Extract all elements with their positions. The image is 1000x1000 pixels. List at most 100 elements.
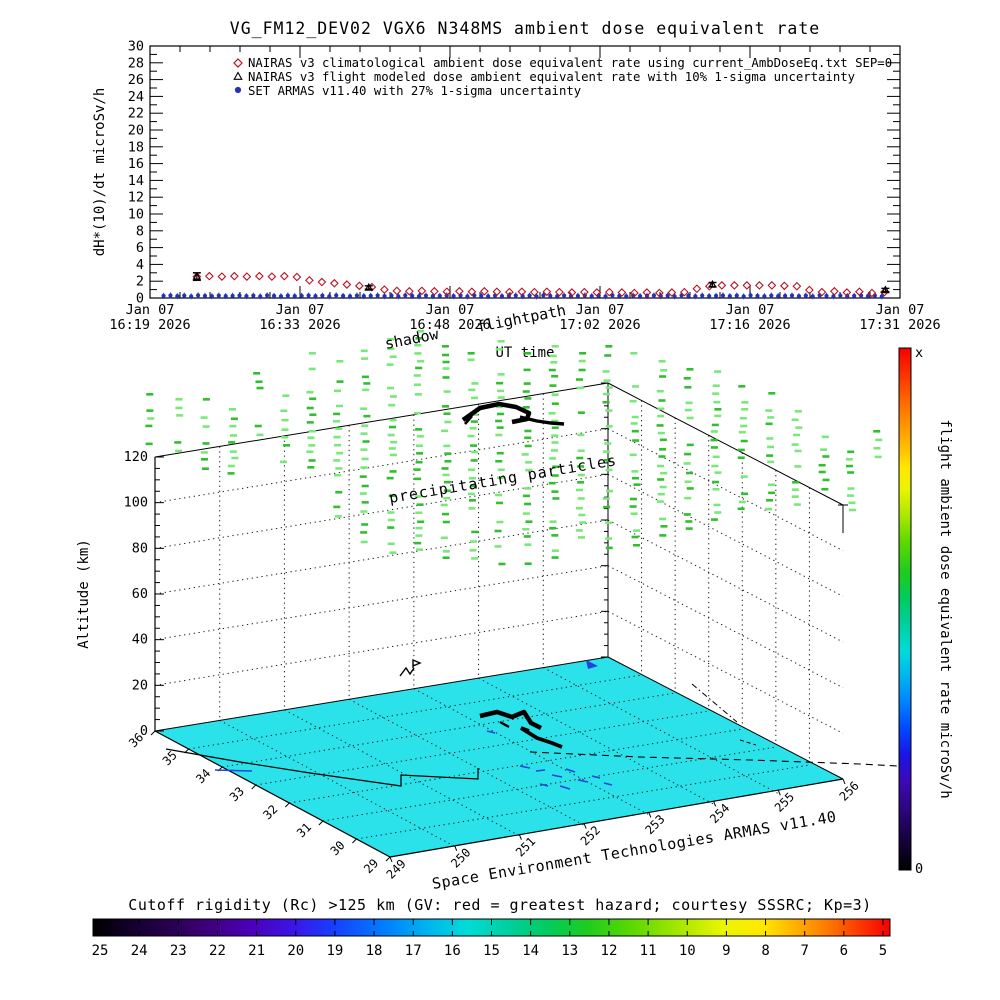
particle-dash <box>741 401 749 404</box>
flightpath-track <box>519 415 565 426</box>
particle-dash <box>361 523 369 526</box>
particle-dash <box>657 407 665 411</box>
colorbar-title: flight ambient dose equivalent rate micr… <box>937 419 953 798</box>
particle-dash <box>417 330 425 333</box>
floor-blue-mark <box>591 775 601 779</box>
map-floor <box>155 657 843 857</box>
lat-tick-label: 30 <box>328 838 348 858</box>
floor-lon-gridline <box>348 698 585 826</box>
particle-dash <box>228 441 236 444</box>
y-tick-label: 12 <box>128 190 144 206</box>
particle-dash <box>660 369 668 372</box>
particle-dash <box>713 503 721 507</box>
station-marker <box>399 658 422 677</box>
clim-diamond <box>654 288 664 298</box>
armas-point <box>299 293 304 298</box>
armas-point <box>465 294 470 299</box>
particle-dash <box>579 352 587 355</box>
particle-dash <box>413 383 421 387</box>
particle-dash <box>712 455 720 459</box>
lon-tick-label: 254 <box>707 801 732 826</box>
particle-dash <box>524 562 532 566</box>
y-tick-label: 0 <box>136 291 144 307</box>
armas-point <box>651 293 656 298</box>
particle-dash <box>657 492 665 496</box>
armas-point <box>216 293 221 298</box>
particle-dash <box>740 439 748 443</box>
particle-dash <box>684 385 692 389</box>
particle-dash <box>766 437 774 440</box>
clim-diamond <box>479 286 489 296</box>
y-tick-label: 24 <box>128 89 144 105</box>
open-diamond-icon <box>233 58 243 68</box>
floor-blue-mark <box>559 785 571 790</box>
particle-dash <box>309 397 317 401</box>
clim-diamond <box>867 288 877 298</box>
particle-dash <box>659 534 667 537</box>
clim-diamond <box>879 287 889 297</box>
particle-dash <box>145 424 153 428</box>
clim-diamond <box>342 280 352 289</box>
floor-lat-gridline <box>188 674 642 750</box>
clim-diamond <box>242 272 252 281</box>
cutoff-tick-label: 8 <box>761 943 769 959</box>
cutoff-tick-label: 16 <box>444 943 461 959</box>
particle-dash <box>387 526 395 529</box>
particle-dash <box>631 476 639 480</box>
lon-tick <box>648 812 652 818</box>
clim-diamond <box>767 281 777 290</box>
particle-dash <box>712 480 720 484</box>
armas-point <box>838 293 843 298</box>
clim-diamond <box>267 272 277 281</box>
particle-dash <box>467 492 475 496</box>
particle-dash <box>497 373 505 376</box>
particle-dash <box>469 426 477 430</box>
particle-dash <box>659 375 667 378</box>
particle-dash <box>390 440 398 444</box>
floor-blue-mark <box>214 769 253 772</box>
particle-dash <box>147 417 155 420</box>
armas-point <box>672 294 677 299</box>
lat-tick-label: 32 <box>260 802 280 822</box>
particle-dash <box>523 535 531 538</box>
plot-title: VG_FM12_DEV02 VGX6 N348MS ambient dose e… <box>230 19 820 38</box>
floor-back-right-edge <box>607 656 844 780</box>
particle-dash <box>254 424 262 428</box>
clim-diamond <box>604 287 614 297</box>
particle-dash <box>630 512 638 516</box>
particle-dash <box>847 450 855 454</box>
particle-dash <box>549 457 557 460</box>
particle-dash <box>605 546 613 550</box>
lat-tick <box>352 838 357 844</box>
particle-dash <box>603 392 611 396</box>
particle-dash <box>605 425 613 428</box>
armas-point <box>251 293 256 298</box>
clim-diamond <box>517 287 527 297</box>
particle-dash <box>576 378 584 381</box>
clim-diamond <box>379 285 389 294</box>
cutoff-tick-label: 22 <box>209 943 226 959</box>
particle-dash <box>306 390 314 394</box>
particle-dash <box>417 520 425 524</box>
flightpath-track <box>464 415 473 425</box>
particle-dash <box>714 471 722 474</box>
armas-point <box>665 293 670 298</box>
armas-point <box>327 294 332 299</box>
particle-dash <box>440 503 448 507</box>
armas-point <box>423 293 429 298</box>
particle-dash <box>389 551 397 555</box>
armas-point <box>437 293 442 298</box>
lon-tick-label: 252 <box>578 823 603 848</box>
map-border-solid <box>165 748 479 787</box>
particle-dash <box>227 464 235 468</box>
particle-dash <box>471 530 479 534</box>
particle-dash <box>552 465 560 469</box>
clim-diamond <box>692 284 702 294</box>
clim-diamond <box>642 288 652 297</box>
particle-dash <box>361 375 369 379</box>
particle-dash <box>495 419 503 423</box>
armas-point <box>658 294 663 299</box>
lon-tick <box>389 856 393 863</box>
